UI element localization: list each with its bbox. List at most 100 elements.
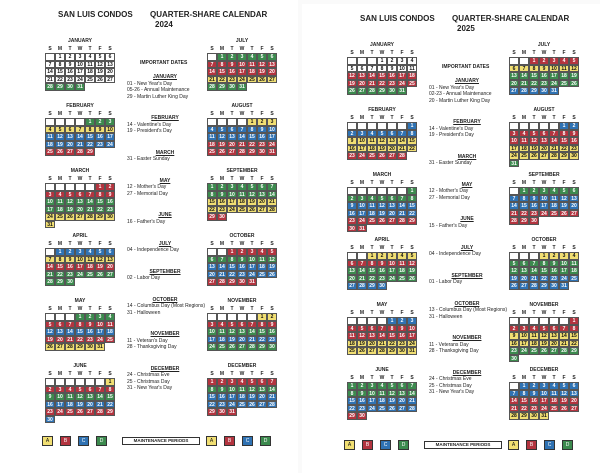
day-cell: 16 (95, 133, 105, 141)
day-cell: 22 (347, 404, 357, 412)
day-cell: 8 (257, 320, 267, 328)
day-cell: 18 (407, 72, 417, 80)
weekday: W (379, 115, 385, 121)
day-cell: 6 (267, 53, 277, 61)
holiday-month: JANUARY (153, 74, 177, 80)
day-cell: 26 (75, 408, 85, 416)
weekday: S (572, 50, 576, 56)
day-cell (217, 118, 227, 126)
day-cell: 25 (85, 270, 95, 278)
day-cell: 5 (559, 187, 569, 195)
day-cell: 12 (247, 190, 257, 198)
weekday: F (260, 176, 264, 182)
day-cell: 24 (357, 217, 367, 225)
day-cell (519, 252, 529, 260)
weekday: W (541, 375, 547, 381)
weekday: M (57, 176, 63, 182)
day-cell: 29 (347, 412, 357, 420)
holiday-month: MARCH (457, 153, 477, 160)
day-cell: 16 (569, 137, 579, 145)
weekday: T (88, 371, 92, 377)
day-cell: 5 (95, 53, 105, 61)
day-cell: 2 (347, 129, 357, 137)
day-cell: 21 (407, 397, 417, 405)
day-cell: 28 (397, 217, 407, 225)
day-cell: 7 (397, 129, 407, 137)
day-cell: 23 (217, 205, 227, 213)
weekday: F (98, 176, 102, 182)
weekday: S (48, 371, 52, 377)
day-cell: 3 (539, 187, 549, 195)
day-cell (55, 378, 65, 386)
day-cell: 18 (397, 267, 407, 275)
day-cell: 13 (387, 202, 397, 210)
day-cell: 6 (257, 378, 267, 386)
day-cell: 8 (347, 389, 357, 397)
day-cell: 6 (539, 129, 549, 137)
day-cell: 9 (539, 64, 549, 72)
day-cell: 5 (347, 64, 357, 72)
day-cell (75, 378, 85, 386)
day-cell: 1 (519, 187, 529, 195)
day-cell: 26 (569, 79, 579, 87)
day-cell: 13 (397, 389, 407, 397)
weekday: F (400, 180, 404, 186)
holiday-item: 05-26 - Annual Maintenance (127, 87, 190, 93)
day-cell: 24 (75, 75, 85, 83)
holiday-item: 11 - Veteran's Day (127, 337, 168, 344)
legend-key: C (78, 436, 89, 446)
day-cell: 25 (347, 347, 357, 355)
day-cell: 19 (559, 202, 569, 210)
day-cell: 20 (85, 400, 95, 408)
day-cell: 29 (367, 282, 377, 290)
holiday-item: 11 - Veterans Day (429, 341, 469, 348)
day-cell: 26 (509, 282, 519, 290)
day-cell: 4 (529, 324, 539, 332)
day-cell: 8 (529, 64, 539, 72)
day-cell: 26 (539, 347, 549, 355)
day-cell: 8 (247, 125, 257, 133)
day-cell: 6 (387, 194, 397, 202)
day-cell: 1 (407, 187, 417, 195)
weekday: S (108, 46, 112, 52)
weekday: T (230, 371, 234, 377)
holiday-item: 25 - Christmas Day (429, 382, 472, 389)
day-cell (519, 122, 529, 130)
holiday-month: MAY (159, 177, 171, 184)
day-cell: 8 (207, 190, 217, 198)
month-name: AUGUST (231, 103, 253, 109)
day-cell: 7 (509, 194, 519, 202)
holiday-section: OCTOBER 13 - Columbus Day (Most Regions) 3… (426, 299, 508, 321)
day-cell: 14 (519, 72, 529, 80)
weekday: S (512, 375, 516, 381)
day-cell: 17 (519, 339, 529, 347)
day-cell: 25 (45, 148, 55, 156)
day-cell (357, 317, 367, 325)
day-cell: 18 (377, 397, 387, 405)
day-cell: 27 (257, 400, 267, 408)
day-cell: 18 (105, 328, 115, 336)
day-cell: 19 (509, 274, 519, 282)
weekday: W (541, 115, 547, 121)
day-cell: 7 (509, 389, 519, 397)
holiday-section: JANUARY 01 - New Year's Day 05-26 - Annual… (124, 72, 206, 100)
weekday: T (532, 115, 536, 121)
day-cell: 30 (377, 282, 387, 290)
day-cell: 24 (519, 347, 529, 355)
month-name: OCTOBER (229, 233, 255, 239)
day-cell: 18 (367, 144, 377, 152)
weekday: T (552, 50, 556, 56)
weekday: S (572, 245, 576, 251)
holiday-item: 12 - Mother's Day (127, 184, 167, 191)
weekday: S (512, 180, 516, 186)
weekday: W (541, 50, 547, 56)
day-cell: 20 (549, 339, 559, 347)
weekday: M (219, 176, 225, 182)
day-cell: 17 (267, 133, 277, 141)
day-cell: 21 (267, 198, 277, 206)
day-cell: 28 (45, 278, 55, 286)
month-name: MARCH (70, 168, 90, 174)
weekday: S (410, 50, 414, 56)
day-cell: 3 (519, 324, 529, 332)
day-cell: 18 (55, 205, 65, 213)
